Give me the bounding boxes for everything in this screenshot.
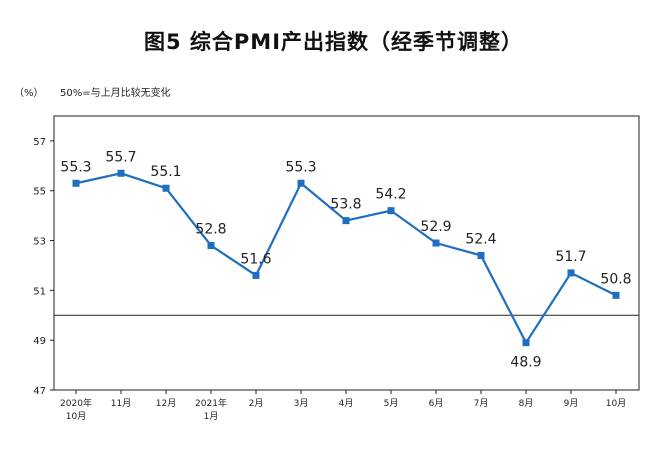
x-tick-label: 6月 (429, 398, 444, 409)
x-tick-label: 4月 (339, 398, 354, 409)
y-tick-label: 55 (33, 187, 46, 198)
data-point (342, 217, 350, 225)
reference-note: 50%=与上月比较无变化 (60, 88, 171, 99)
data-point (522, 339, 530, 347)
data-point (297, 179, 305, 187)
x-axis-ticks: 2020年 10月 11月 12月 2021年 1月 2月 3月 4月 5月 6月 7月 8月 9月 10月 (60, 390, 626, 422)
x-tick-label: 3月 (294, 398, 309, 409)
data-label: 52.8 (195, 222, 226, 238)
y-tick-label: 53 (33, 237, 46, 248)
y-tick-label: 47 (33, 386, 46, 397)
data-point (432, 239, 440, 247)
x-tick-label: 2020年 (60, 397, 92, 409)
x-tick-label: 2021年 (195, 397, 227, 409)
data-point (117, 169, 125, 177)
data-label: 51.7 (555, 249, 586, 265)
x-tick-label: 7月 (474, 398, 489, 409)
data-point (387, 207, 395, 215)
x-tick-label: 2月 (249, 398, 264, 409)
y-axis-ticks: 47 49 51 53 55 57 (33, 137, 54, 397)
x-tick-label: 9月 (564, 398, 579, 409)
y-unit-label: （%） (14, 88, 44, 99)
data-point (252, 271, 260, 279)
data-point (207, 242, 215, 250)
x-tick-label: 5月 (384, 398, 399, 409)
y-tick-label: 49 (33, 336, 46, 347)
y-tick-label: 51 (33, 286, 46, 297)
data-label: 52.4 (465, 231, 496, 247)
x-tick-label: 1月 (204, 411, 219, 422)
x-tick-label: 10月 (606, 398, 626, 409)
data-point (567, 269, 575, 277)
data-point (72, 179, 80, 187)
data-label: 48.9 (510, 355, 541, 371)
data-point (477, 251, 485, 259)
data-label: 54.2 (375, 187, 406, 203)
data-point (162, 184, 170, 192)
data-label: 51.6 (240, 251, 271, 267)
data-labels: 55.3 55.7 55.1 52.8 51.6 55.3 53.8 54.2 52.9 52.4… (60, 149, 631, 370)
plot-area-frame (53, 115, 640, 391)
x-tick-label: 11月 (111, 398, 131, 409)
x-tick-label: 12月 (156, 398, 176, 409)
data-label: 55.1 (150, 164, 181, 180)
data-point (612, 291, 620, 299)
data-label: 55.3 (285, 159, 316, 175)
data-label: 53.8 (330, 197, 361, 213)
x-tick-label: 10月 (66, 411, 86, 422)
series-points (72, 169, 620, 347)
data-label: 55.3 (60, 159, 91, 175)
x-tick-label: 8月 (519, 398, 534, 409)
data-label: 55.7 (105, 149, 136, 165)
chart-title: 图5 综合PMI产出指数（经季节调整） (143, 30, 524, 54)
data-label: 52.9 (420, 219, 451, 235)
data-label: 50.8 (600, 271, 631, 287)
y-tick-label: 57 (33, 137, 46, 148)
